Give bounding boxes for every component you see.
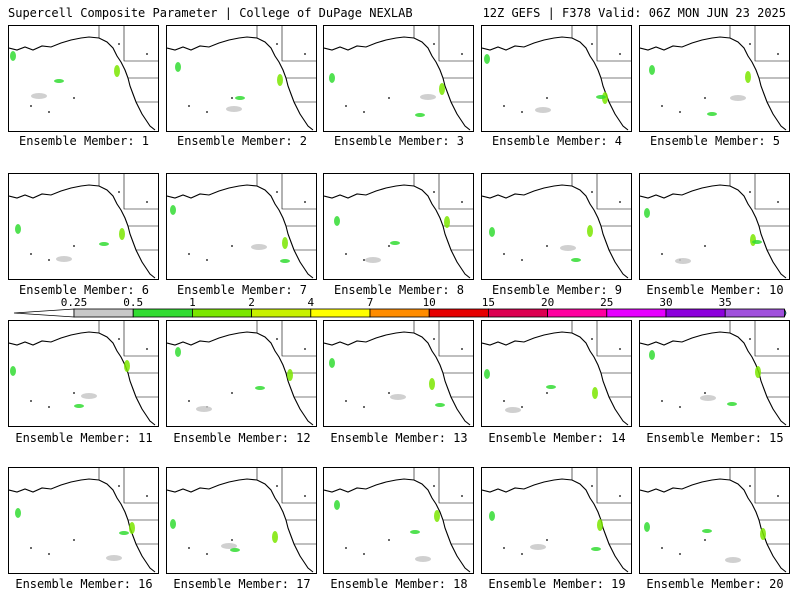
ensemble-map-panel	[639, 467, 790, 574]
basemap-coastline	[482, 468, 631, 573]
ensemble-member-label: Ensemble Member: 8	[333, 283, 465, 297]
colorbar-segment	[665, 308, 726, 318]
ensemble-member-label: Ensemble Member: 12	[173, 431, 311, 445]
basemap-coastline	[167, 174, 316, 279]
ensemble-map-panel	[166, 25, 317, 132]
colorbar-high-arrow	[784, 308, 787, 318]
colorbar-segment	[369, 308, 430, 318]
ensemble-member-label: Ensemble Member: 18	[330, 577, 468, 591]
colorbar-tick-label: 0.25	[60, 296, 88, 309]
ensemble-member-label: Ensemble Member: 5	[649, 134, 781, 148]
ensemble-member-label: Ensemble Member: 9	[491, 283, 623, 297]
model-run-info: 12Z GEFS | F378 Valid: 06Z MON JUN 23 20…	[482, 6, 786, 20]
basemap-coastline	[482, 321, 631, 426]
ensemble-member-label: Ensemble Member: 13	[330, 431, 468, 445]
basemap-coastline	[640, 321, 789, 426]
ensemble-map-panel	[481, 467, 632, 574]
colorbar-segment	[191, 308, 252, 318]
basemap-coastline	[324, 321, 473, 426]
colorbar-segment	[724, 308, 785, 318]
basemap-coastline	[167, 468, 316, 573]
ensemble-member-label: Ensemble Member: 20	[646, 577, 784, 591]
basemap-coastline	[640, 468, 789, 573]
basemap-coastline	[640, 174, 789, 279]
colorbar-tick-label: 25	[600, 296, 614, 309]
ensemble-member-label: Ensemble Member: 16	[15, 577, 153, 591]
ensemble-member-label: Ensemble Member: 17	[173, 577, 311, 591]
ensemble-map-panel	[8, 25, 159, 132]
basemap-coastline	[324, 468, 473, 573]
ensemble-map-panel	[323, 173, 474, 280]
ensemble-map-panel	[8, 320, 159, 427]
basemap-coastline	[482, 174, 631, 279]
ensemble-map-panel	[166, 467, 317, 574]
basemap-coastline	[324, 26, 473, 131]
ensemble-member-label: Ensemble Member: 15	[646, 431, 784, 445]
colorbar-tick-label: 15	[481, 296, 496, 309]
ensemble-map-panel	[481, 173, 632, 280]
ensemble-map-panel	[166, 173, 317, 280]
colorbar-tick-label: 35	[718, 296, 732, 309]
basemap-coastline	[9, 174, 158, 279]
ensemble-member-label: Ensemble Member: 1	[18, 134, 150, 148]
colorbar-tick-label: 4	[307, 296, 315, 309]
ensemble-map-panel	[8, 467, 159, 574]
ensemble-member-label: Ensemble Member: 14	[488, 431, 626, 445]
colorbar-low-arrow	[13, 308, 75, 318]
colorbar-tick-label: 10	[422, 296, 436, 309]
colorbar-tick-label: 1	[189, 296, 196, 309]
ensemble-map-panel	[639, 173, 790, 280]
basemap-coastline	[9, 26, 158, 131]
ensemble-map-panel	[323, 25, 474, 132]
ensemble-member-label: Ensemble Member: 7	[176, 283, 308, 297]
basemap-coastline	[640, 26, 789, 131]
colorbar-segment	[251, 308, 312, 318]
ensemble-map-panel	[166, 320, 317, 427]
ensemble-map-panel	[639, 25, 790, 132]
ensemble-map-panel	[481, 320, 632, 427]
ensemble-member-label: Ensemble Member: 11	[15, 431, 153, 445]
basemap-coastline	[9, 321, 158, 426]
colorbar-segment	[547, 308, 608, 318]
ensemble-member-label: Ensemble Member: 3	[333, 134, 465, 148]
colorbar-segment	[73, 308, 134, 318]
ensemble-member-label: Ensemble Member: 10	[646, 283, 784, 297]
ensemble-member-label: Ensemble Member: 19	[488, 577, 626, 591]
colorbar-segment	[310, 308, 371, 318]
basemap-coastline	[324, 174, 473, 279]
ensemble-map-panel	[8, 173, 159, 280]
basemap-coastline	[167, 26, 316, 131]
colorbar-segment	[487, 308, 548, 318]
colorbar-segment	[606, 308, 667, 318]
map-title: Supercell Composite Parameter | College …	[8, 6, 413, 20]
ensemble-member-label: Ensemble Member: 6	[18, 283, 150, 297]
ensemble-member-label: Ensemble Member: 2	[176, 134, 308, 148]
ensemble-map-panel	[481, 25, 632, 132]
basemap-coastline	[482, 26, 631, 131]
colorbar-tick-label: 20	[540, 296, 555, 309]
ensemble-member-label: Ensemble Member: 4	[491, 134, 623, 148]
colorbar-tick-label: 0.5	[123, 296, 144, 309]
ensemble-map-panel	[323, 320, 474, 427]
basemap-coastline	[167, 321, 316, 426]
colorbar-tick-label: 2	[248, 296, 255, 309]
scp-colorbar	[13, 308, 787, 318]
ensemble-map-panel	[323, 467, 474, 574]
colorbar-segment	[428, 308, 489, 318]
colorbar-tick-label: 30	[659, 296, 673, 309]
ensemble-map-panel	[639, 320, 790, 427]
colorbar-tick-label: 7	[366, 296, 374, 309]
colorbar-segment	[132, 308, 193, 318]
basemap-coastline	[9, 468, 158, 573]
